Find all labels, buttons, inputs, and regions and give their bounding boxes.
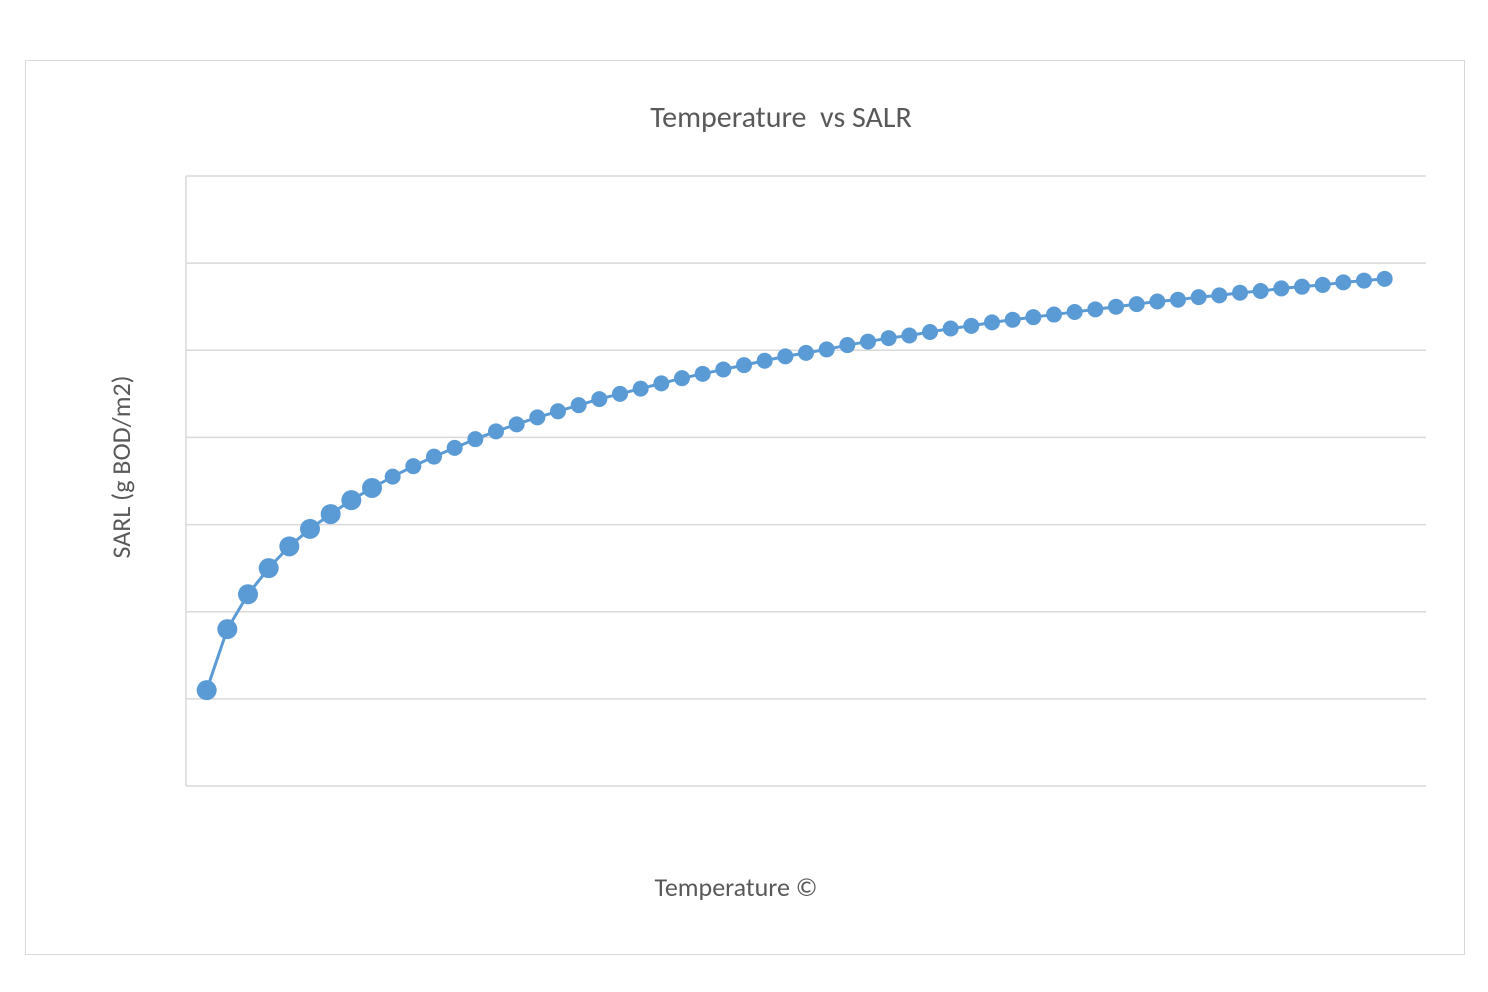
chart-container: Temperature vs SALR Temperature © SARL (…	[25, 60, 1465, 955]
chart-title: Temperature vs SALR	[566, 99, 996, 136]
plot-area	[186, 176, 1426, 786]
chart-svg	[186, 176, 1426, 786]
y-axis-label: SARL (g BOD/m2)	[105, 317, 137, 617]
x-axis-label: Temperature ©	[596, 871, 876, 903]
